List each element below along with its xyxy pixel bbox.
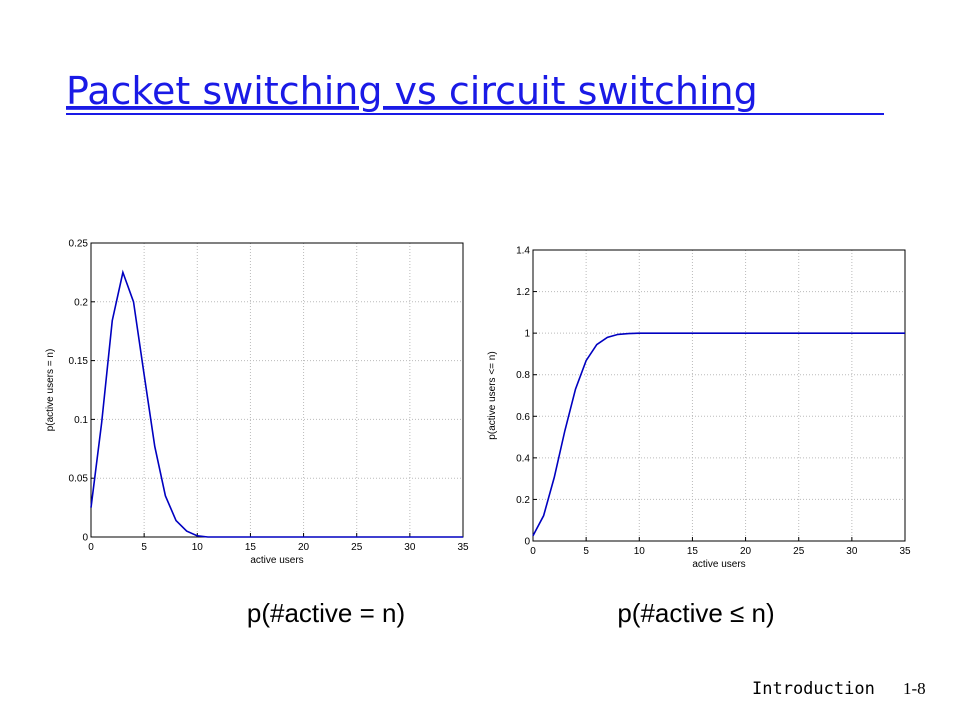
y-tick-label: 0 (524, 537, 530, 548)
x-axis-label: active users (692, 559, 745, 570)
x-axis-label: active users (250, 555, 303, 566)
y-tick-label: 0.1 (74, 415, 88, 426)
x-tick-label: 35 (899, 546, 911, 557)
x-tick-label: 0 (88, 542, 94, 553)
data-line (532, 332, 905, 537)
x-tick-label: 10 (192, 542, 204, 553)
x-tick-label: 0 (530, 546, 536, 557)
footer-section: Introduction (752, 679, 875, 699)
y-tick-label: 0.2 (74, 297, 88, 308)
y-tick-label: 0.25 (69, 239, 89, 250)
y-tick-label: 0.8 (516, 370, 530, 381)
x-tick-label: 25 (351, 542, 363, 553)
y-axis-label: p(active users <= n) (487, 351, 498, 439)
x-tick-label: 5 (141, 542, 147, 553)
y-tick-label: 0.6 (516, 412, 530, 423)
x-tick-label: 15 (687, 546, 699, 557)
y-tick-label: 1.2 (516, 287, 530, 298)
slide-title: Packet switching vs circuit switching (66, 69, 758, 113)
x-tick-label: 5 (583, 546, 589, 557)
axes-box (532, 249, 906, 542)
x-tick-label: 35 (457, 542, 469, 553)
y-tick-label: 0.4 (516, 453, 530, 464)
y-tick-label: 1.4 (516, 246, 530, 257)
caption: p(#active ≤ n) (617, 598, 774, 628)
x-tick-label: 10 (634, 546, 646, 557)
y-axis-label: p(active users = n) (45, 349, 56, 432)
y-tick-label: 0 (82, 533, 88, 544)
y-tick-label: 0.05 (69, 474, 89, 485)
x-tick-label: 20 (298, 542, 310, 553)
caption: p(#active = n) (247, 598, 405, 628)
y-tick-label: 1 (524, 329, 530, 340)
x-tick-label: 30 (846, 546, 858, 557)
y-tick-label: 0.15 (69, 356, 89, 367)
x-tick-label: 30 (404, 542, 416, 553)
x-tick-label: 15 (245, 542, 257, 553)
data-line (90, 269, 463, 538)
x-tick-label: 25 (793, 546, 805, 557)
footer-page: 1-8 (903, 679, 926, 698)
x-tick-label: 20 (740, 546, 752, 557)
y-tick-label: 0.2 (516, 495, 530, 506)
plot-area (91, 243, 463, 537)
plot-area (533, 250, 905, 541)
